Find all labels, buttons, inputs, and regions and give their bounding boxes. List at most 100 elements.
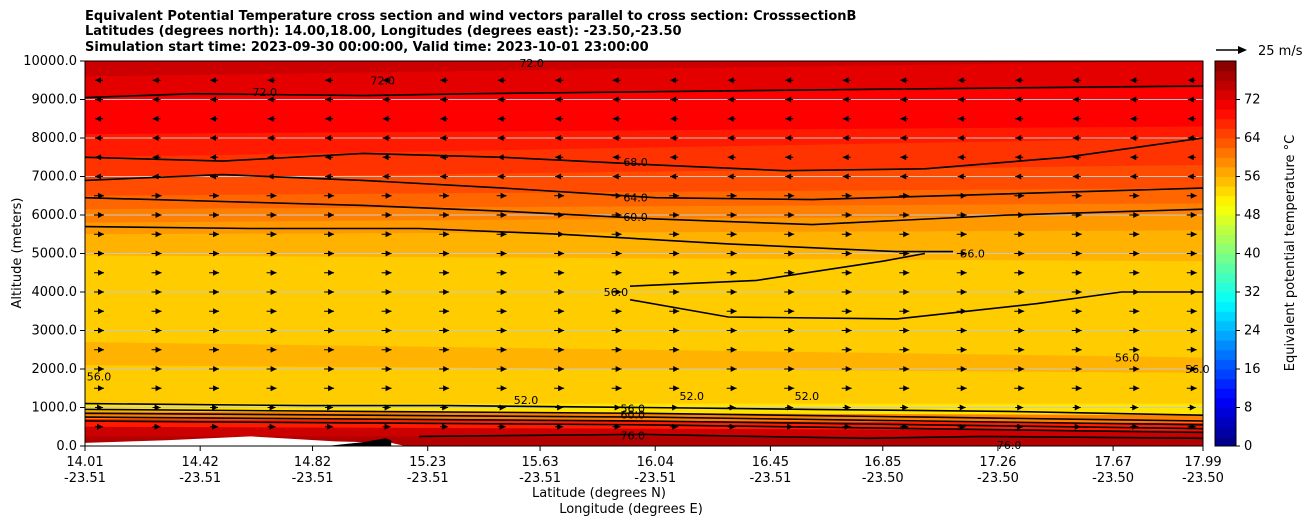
wind-vector-head xyxy=(270,250,277,257)
wind-vector-head xyxy=(612,135,619,141)
wind-vector-head xyxy=(497,154,504,161)
wind-vector-head xyxy=(325,77,332,84)
wind-vector-head xyxy=(845,250,852,257)
wind-vector-head xyxy=(960,366,967,372)
colorbar-tick-label-1: 8 xyxy=(1244,401,1252,416)
wind-vector-head xyxy=(328,346,335,353)
wind-vector-head xyxy=(785,135,792,141)
wind-vector-82 xyxy=(209,346,220,353)
wind-vector-head xyxy=(842,173,849,180)
wind-vector-head xyxy=(500,366,507,372)
wind-vector-head xyxy=(1075,385,1082,392)
wind-vector-64 xyxy=(324,366,335,372)
x-tick-label-lon-10: -23.50 xyxy=(1182,471,1224,486)
wind-vector-212 xyxy=(784,231,795,238)
wind-vector-362 xyxy=(210,77,219,84)
wind-vector-head xyxy=(615,385,622,392)
wind-vector-154 xyxy=(899,289,910,295)
colorbar-segment-32 xyxy=(1215,128,1236,139)
wind-vector-178 xyxy=(1129,269,1140,276)
wind-vector-head xyxy=(845,231,852,238)
wind-vector-104 xyxy=(324,327,335,334)
wind-vector-head xyxy=(497,173,504,180)
wind-vector-246 xyxy=(439,192,450,199)
wind-vector-121 xyxy=(151,308,162,315)
colorbar-segment-8 xyxy=(1215,359,1236,370)
wind-vector-head xyxy=(267,115,274,122)
wind-vector-195 xyxy=(956,250,967,257)
wind-vector-head xyxy=(730,366,737,372)
wind-vector-255 xyxy=(956,192,967,199)
wind-vector-114 xyxy=(899,327,910,334)
wind-vector-head xyxy=(327,404,334,411)
wind-vector-174 xyxy=(899,269,910,276)
wind-vector-179 xyxy=(1186,269,1197,276)
wind-vector-330 xyxy=(670,115,679,122)
wind-vector-376 xyxy=(1015,77,1024,84)
wind-vector-128 xyxy=(554,308,565,315)
wind-vector-215 xyxy=(956,231,967,238)
wind-vector-354 xyxy=(900,96,909,103)
colorbar-segment-3 xyxy=(1215,407,1236,418)
wind-vector-head xyxy=(98,308,105,315)
wind-vector-3 xyxy=(267,423,276,430)
wind-vector-head xyxy=(615,231,622,238)
wind-vector-head xyxy=(1072,154,1079,161)
wind-vector-245 xyxy=(381,192,392,199)
wind-vector-head xyxy=(959,423,966,430)
wind-vector-344 xyxy=(325,96,334,103)
wind-vector-363 xyxy=(267,77,276,84)
wind-vector-head xyxy=(558,250,565,257)
wind-vector-head xyxy=(902,404,909,411)
wind-vector-head xyxy=(785,96,792,103)
colorbar-segment-30 xyxy=(1215,147,1236,158)
wind-vector-head xyxy=(555,77,562,84)
wind-vector-98 xyxy=(1129,346,1140,353)
wind-vector-331 xyxy=(727,115,736,122)
wind-vector-220 xyxy=(94,212,105,218)
wind-vector-head xyxy=(673,231,680,238)
colorbar-segment-7 xyxy=(1215,369,1236,380)
wind-vector-298 xyxy=(1130,154,1139,161)
wind-vector-head xyxy=(842,154,849,161)
wind-vector-165 xyxy=(381,269,392,276)
wind-vector-30 xyxy=(670,404,679,411)
wind-vector-head xyxy=(558,289,565,295)
wind-vector-head xyxy=(95,96,102,103)
colorbar-segment-22 xyxy=(1215,224,1236,235)
wind-vector-head xyxy=(269,423,276,430)
wind-vector-216 xyxy=(1014,231,1025,238)
wind-vector-278 xyxy=(1130,173,1139,180)
y-tick-label-0: 0.0 xyxy=(56,439,77,454)
wind-vector-head xyxy=(1015,135,1022,141)
wind-vector-head xyxy=(384,404,391,411)
wind-vector-93 xyxy=(841,346,852,353)
contour-64.0-2 xyxy=(85,173,1203,201)
wind-vector-256 xyxy=(1014,192,1025,199)
wind-vector-head xyxy=(900,77,907,84)
wind-vector-head xyxy=(1190,308,1197,315)
wind-vector-head xyxy=(957,173,964,180)
wind-vector-109 xyxy=(611,327,622,334)
wind-vector-202 xyxy=(209,231,220,238)
wind-vector-113 xyxy=(841,327,852,334)
wind-vector-head xyxy=(443,346,450,353)
colorbar-segment-9 xyxy=(1215,349,1236,360)
wind-vector-97 xyxy=(1071,346,1082,353)
wind-vector-head xyxy=(500,385,507,392)
colorbar-segment-16 xyxy=(1215,282,1236,293)
wind-vector-head xyxy=(1018,212,1025,218)
wind-vector-236 xyxy=(1014,212,1025,218)
wind-vector-head xyxy=(1133,212,1140,218)
wind-vector-108 xyxy=(554,327,565,334)
wind-vector-194 xyxy=(899,250,910,257)
wind-vector-head xyxy=(785,77,792,84)
wind-vector-31 xyxy=(727,404,736,411)
wind-vector-head xyxy=(903,269,910,276)
wind-vector-355 xyxy=(957,96,966,103)
wind-vector-276 xyxy=(1015,173,1024,180)
wind-vector-head xyxy=(1130,154,1137,161)
wind-vector-112 xyxy=(784,327,795,334)
wind-vector-100 xyxy=(94,327,105,334)
x-axis-label-latitude: Latitude (degrees N) xyxy=(532,486,666,501)
